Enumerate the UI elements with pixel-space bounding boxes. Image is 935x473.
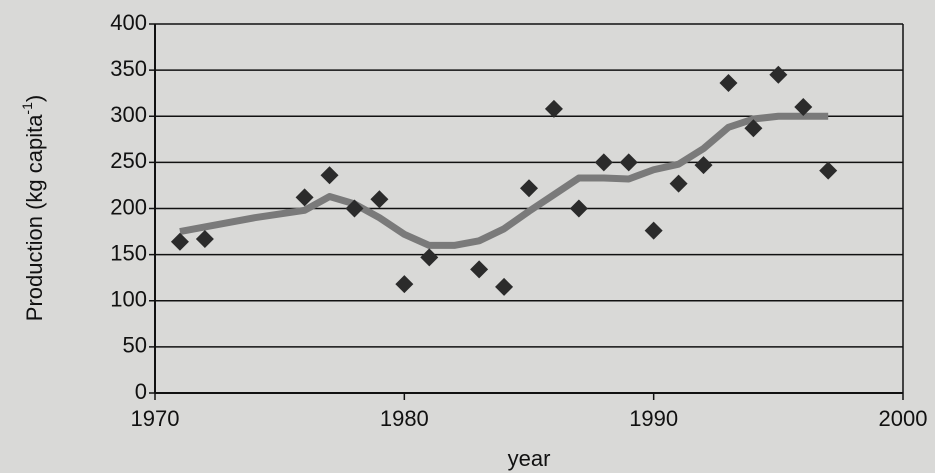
trend-line (179, 112, 829, 249)
y-tick-label: 400 (110, 10, 147, 35)
data-point (470, 260, 489, 279)
data-point (744, 119, 763, 138)
data-point (769, 65, 788, 84)
data-point (170, 232, 189, 251)
data-point (669, 174, 688, 193)
data-point (370, 190, 389, 209)
data-point (569, 199, 588, 218)
y-tick-label: 150 (110, 240, 147, 265)
data-point (320, 166, 339, 185)
data-point (719, 74, 738, 93)
y-tick-label: 50 (123, 333, 147, 358)
data-point (495, 277, 514, 296)
data-point (819, 161, 838, 180)
data-point (644, 221, 663, 240)
y-axis-label: Production (kg capita-1) (19, 95, 47, 321)
x-tick-label: 1990 (629, 406, 678, 431)
data-point (420, 248, 439, 267)
y-axis-label-end: ) (22, 95, 47, 102)
data-point (794, 98, 813, 117)
y-tick-label: 250 (110, 148, 147, 173)
data-point (195, 229, 214, 248)
data-point (544, 99, 563, 118)
data-point (395, 275, 414, 294)
y-tick-label: 200 (110, 194, 147, 219)
y-tick-label: 300 (110, 102, 147, 127)
data-point (295, 188, 314, 207)
y-tick-label: 0 (135, 379, 147, 404)
y-tick-label: 100 (110, 287, 147, 312)
x-axis-label: year (508, 446, 551, 471)
y-axis-label-main: Production (kg capita (22, 114, 47, 321)
x-tick-label: 2000 (879, 406, 928, 431)
data-point (694, 156, 713, 175)
y-tick-label: 350 (110, 56, 147, 81)
data-point (520, 179, 538, 198)
y-axis-label-sup: -1 (19, 102, 35, 115)
data-point (594, 153, 613, 172)
data-point (345, 199, 364, 218)
x-tick-label: 1970 (131, 406, 180, 431)
data-point (619, 153, 638, 172)
x-tick-label: 1980 (380, 406, 429, 431)
